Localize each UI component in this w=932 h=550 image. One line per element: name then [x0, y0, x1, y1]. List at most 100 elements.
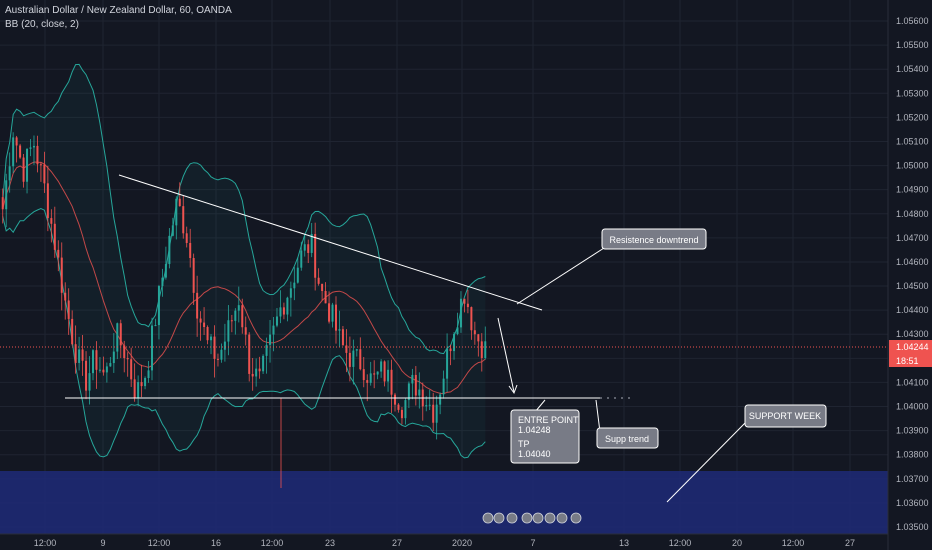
candle-body: [175, 198, 178, 226]
candle-body: [29, 147, 32, 149]
candle-body: [331, 304, 334, 322]
time-axis[interactable]: 12:00 9 12:00 16 12:00 23 27 2020 7 13 12:00 20 12:0…: [34, 538, 855, 548]
candle-body: [362, 369, 365, 381]
candle-body: [53, 223, 56, 250]
candle-body: [321, 283, 324, 291]
time-tick-label: 9: [100, 538, 105, 548]
support-week-zone[interactable]: [0, 471, 888, 534]
candle-body: [459, 298, 462, 328]
candle-body: [477, 334, 480, 342]
time-tick-label: 12:00: [261, 538, 284, 548]
candle-body: [220, 349, 223, 360]
candle-body: [147, 370, 150, 379]
price-tick-label: 1.04300: [896, 329, 929, 339]
candle-body: [369, 373, 372, 383]
candle-body: [279, 307, 282, 317]
event-marker[interactable]: [493, 512, 505, 524]
candle-body: [414, 374, 417, 396]
candle-body: [19, 145, 22, 158]
candle-body: [328, 303, 331, 322]
candle-body: [192, 258, 195, 293]
price-tick-label: 1.03500: [896, 522, 929, 532]
candle-body: [237, 305, 240, 311]
price-tick-label: 1.05500: [896, 40, 929, 50]
supp-trend-callout[interactable]: Supp trend: [596, 427, 659, 449]
supp-trend-callout-pointer: [595, 399, 601, 433]
tp-label: TP: [518, 439, 530, 449]
entry-point-value: 1.04248: [518, 425, 551, 435]
candle-body: [380, 361, 383, 372]
bollinger-bands: [2, 63, 486, 459]
candle-body: [98, 369, 101, 371]
candle-body: [293, 282, 296, 289]
event-marker[interactable]: [482, 512, 494, 524]
candle-body: [178, 198, 181, 207]
price-tick-label: 1.04100: [896, 377, 929, 387]
candle-body: [109, 363, 112, 367]
candle-body: [310, 233, 313, 253]
resistance-callout[interactable]: Resistence downtrend: [601, 228, 707, 250]
candle-body: [216, 358, 219, 360]
time-tick-label: 13: [619, 538, 629, 548]
resistance-callout-pointer: [516, 247, 605, 305]
event-marker[interactable]: [506, 512, 518, 524]
candle-body: [418, 389, 421, 396]
candle-body: [317, 277, 320, 284]
candle-body: [355, 349, 358, 351]
candle-body: [171, 225, 174, 236]
candle-body: [81, 349, 84, 361]
candle-body: [196, 292, 199, 319]
time-tick-label: 7: [530, 538, 535, 548]
candle-body: [1, 197, 4, 210]
candle-body: [480, 341, 483, 359]
price-tick-label: 1.03700: [896, 474, 929, 484]
candle-body: [36, 145, 39, 165]
countdown-value: 18:51: [896, 356, 919, 366]
candle-body: [64, 292, 67, 301]
candle-body: [456, 327, 459, 334]
price-tick-label: 1.05300: [896, 88, 929, 98]
indicator-legend[interactable]: BB (20, close, 2): [5, 19, 79, 30]
event-marker[interactable]: [521, 512, 533, 524]
resistance-downtrend-line[interactable]: [118, 174, 543, 311]
candle-body: [5, 180, 8, 210]
candle-body: [123, 345, 126, 359]
candle-body: [449, 348, 452, 352]
candle-body: [282, 307, 285, 315]
candle-body: [46, 183, 49, 219]
event-marker[interactable]: [544, 512, 556, 524]
entry-point-label: ENTRE POINT: [518, 415, 579, 425]
candle-body: [88, 373, 91, 391]
candle-body: [189, 242, 192, 259]
candle-body: [428, 404, 431, 406]
price-tick-label: 1.03600: [896, 498, 929, 508]
candle-body: [390, 369, 393, 395]
event-marker[interactable]: [532, 512, 544, 524]
candle-body: [161, 277, 164, 287]
price-tick-label: 1.05100: [896, 136, 929, 146]
candle-body: [133, 379, 136, 399]
entry-tp-callout[interactable]: ENTRE POINT 1.04248 TP 1.04040: [510, 409, 580, 464]
candle-body: [126, 358, 129, 360]
candle-body: [32, 145, 35, 148]
event-markers[interactable]: [482, 512, 582, 524]
candle-body: [404, 400, 407, 419]
event-marker[interactable]: [570, 512, 582, 524]
candle-body: [348, 352, 351, 367]
candle-body: [359, 349, 362, 370]
candle-body: [203, 322, 206, 328]
event-marker[interactable]: [556, 512, 568, 524]
time-tick-label: 20: [732, 538, 742, 548]
candle-body: [286, 297, 289, 315]
candlestick-series: [1, 132, 487, 488]
candle-body: [43, 164, 46, 184]
candle-body: [39, 164, 42, 166]
tp-value: 1.04040: [518, 449, 551, 459]
candle-body: [130, 359, 133, 380]
candle-body: [15, 137, 18, 146]
candle-body: [116, 323, 119, 352]
support-week-callout[interactable]: SUPPORT WEEK: [744, 404, 827, 428]
time-tick-label: 23: [325, 538, 335, 548]
